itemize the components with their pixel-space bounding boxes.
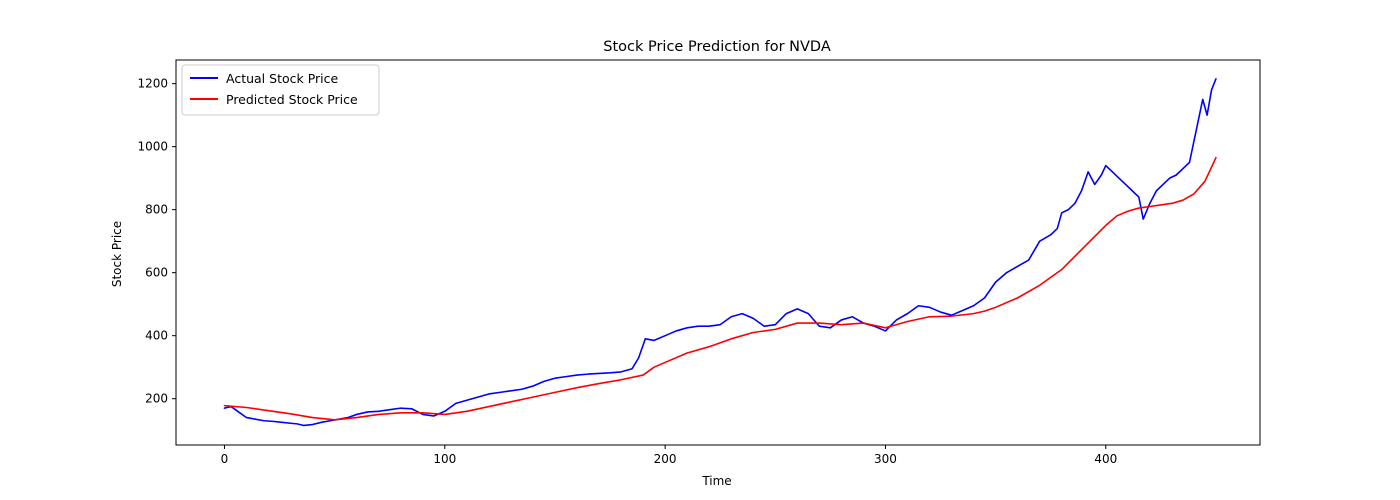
y-tick-label: 800: [145, 203, 168, 217]
chart-title: Stock Price Prediction for NVDA: [603, 39, 831, 55]
x-axis-title: Time: [701, 474, 731, 488]
axes: 0 100 200 300 400 200 400 600 800 1000 1200: [137, 59, 1261, 466]
legend-label-predicted: Predicted Stock Price: [226, 92, 358, 107]
series-line-actual: [223, 78, 1217, 427]
y-tick-label: 400: [145, 329, 168, 343]
legend: Actual Stock Price Predicted Stock Price: [181, 64, 380, 116]
y-tick-label: 200: [145, 392, 168, 406]
y-axis-title: Stock Price: [110, 221, 124, 287]
y-tick-label: 1200: [137, 77, 168, 91]
x-tick-label: 100: [433, 452, 456, 466]
plot-frame: [175, 59, 1261, 446]
legend-label-actual: Actual Stock Price: [226, 71, 339, 86]
plot-area: [223, 78, 1217, 427]
x-tick-label: 0: [221, 452, 229, 466]
x-tick-label: 200: [654, 452, 677, 466]
x-tick-label: 300: [874, 452, 897, 466]
legend-box: [181, 64, 380, 116]
y-tick-label: 1000: [137, 140, 168, 154]
y-tick-label: 600: [145, 266, 168, 280]
series-line-predicted: [223, 156, 1217, 421]
x-tick-label: 400: [1094, 452, 1117, 466]
